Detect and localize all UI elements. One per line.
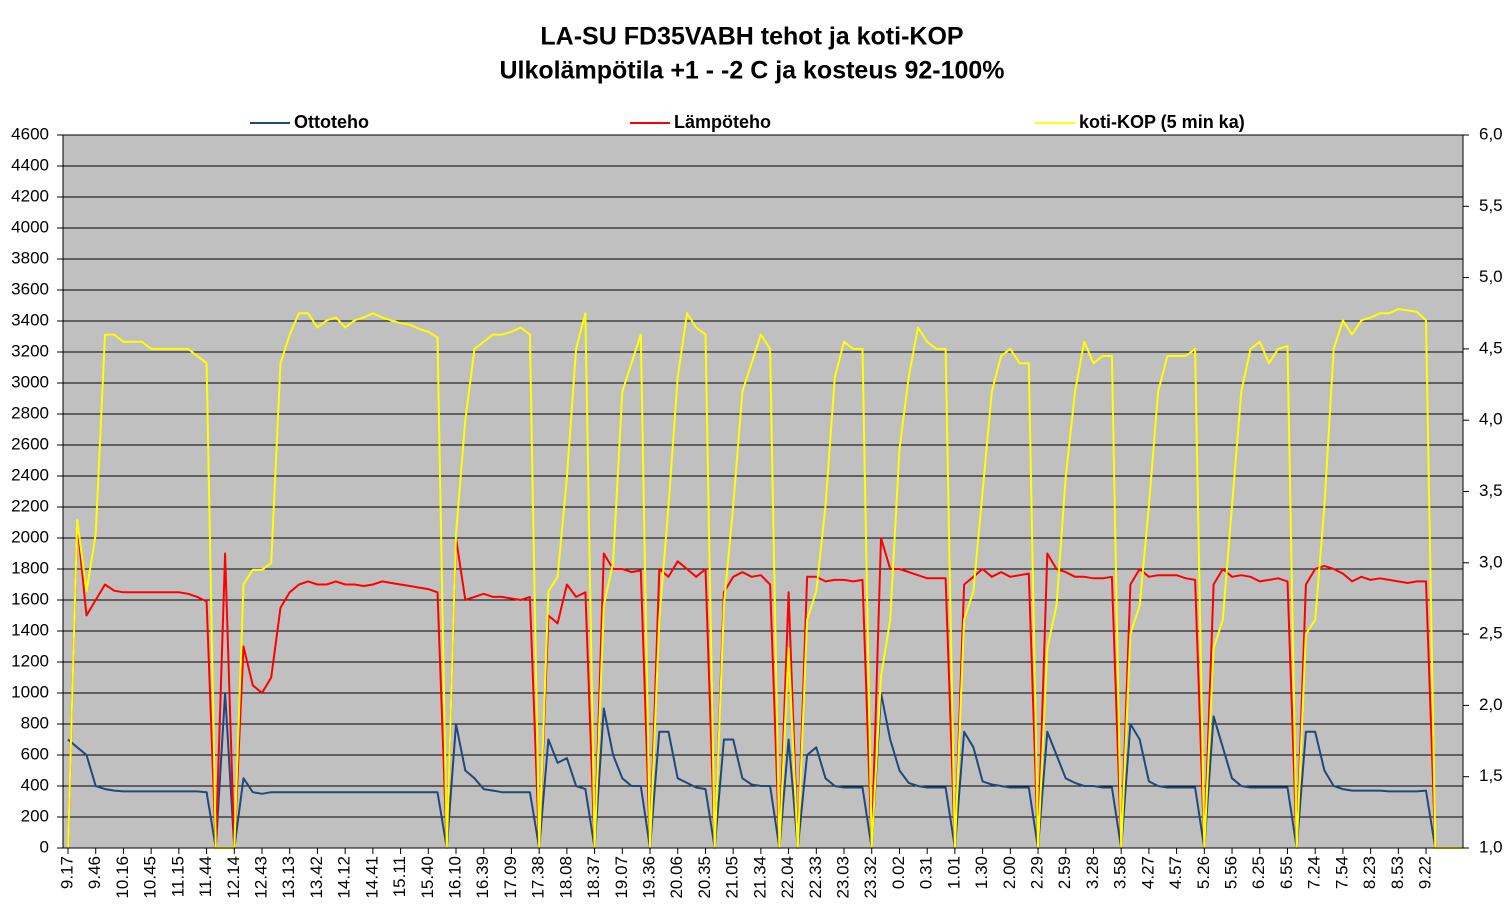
y-tick-label: 800 bbox=[21, 713, 49, 732]
x-tick-label: 2.00 bbox=[1000, 856, 1019, 889]
y-tick-label: 4400 bbox=[11, 155, 49, 174]
x-tick-label: 4.27 bbox=[1138, 856, 1157, 889]
y-tick-label: 400 bbox=[21, 775, 49, 794]
y-tick-label: 4000 bbox=[11, 217, 49, 236]
y-tick-label: 3400 bbox=[11, 310, 49, 329]
y-tick-label: 3000 bbox=[11, 372, 49, 391]
x-tick-label: 8.53 bbox=[1388, 856, 1407, 889]
x-tick-label: 1.30 bbox=[972, 856, 991, 889]
y-tick-label: 600 bbox=[21, 744, 49, 763]
y2-tick-label: 4,0 bbox=[1479, 410, 1503, 429]
series-line bbox=[67, 521, 1463, 849]
x-tick-label: 9.22 bbox=[1416, 856, 1435, 889]
x-tick-label: 0.02 bbox=[889, 856, 908, 889]
x-tick-label: 6.25 bbox=[1249, 856, 1268, 889]
x-tick-label: 7.24 bbox=[1305, 856, 1324, 889]
x-tick-label: 22.33 bbox=[806, 856, 825, 899]
x-tick-label: 17.09 bbox=[501, 856, 520, 899]
y2-tick-label: 3,5 bbox=[1479, 481, 1503, 500]
y2-tick-label: 5,5 bbox=[1479, 196, 1503, 215]
y2-tick-label: 3,0 bbox=[1479, 552, 1503, 571]
x-tick-label: 9.46 bbox=[85, 856, 104, 889]
y2-tick-label: 1,5 bbox=[1479, 766, 1503, 785]
y2-tick-label: 4,5 bbox=[1479, 338, 1503, 357]
y2-tick-label: 6,0 bbox=[1479, 124, 1503, 143]
y-tick-label: 1200 bbox=[11, 651, 49, 670]
x-tick-label: 10.45 bbox=[141, 856, 160, 899]
x-tick-label: 22.04 bbox=[778, 856, 797, 899]
x-tick-label: 5.26 bbox=[1194, 856, 1213, 889]
y-tick-label: 0 bbox=[40, 837, 49, 856]
x-tick-label: 15.11 bbox=[390, 856, 409, 897]
x-tick-label: 19.07 bbox=[612, 856, 631, 899]
x-tick-label: 15.40 bbox=[418, 856, 437, 899]
legend-label: koti-KOP (5 min ka) bbox=[1079, 112, 1245, 132]
x-tick-label: 18.08 bbox=[556, 856, 575, 899]
y-tick-label: 200 bbox=[21, 806, 49, 825]
x-tick-label: 14.12 bbox=[335, 856, 354, 899]
y2-tick-label: 2,0 bbox=[1479, 695, 1503, 714]
x-tick-label: 13.42 bbox=[307, 856, 326, 899]
chart-subtitle: Ulkolämpötila +1 - -2 C ja kosteus 92-10… bbox=[499, 57, 1004, 85]
y-tick-label: 2600 bbox=[11, 434, 49, 453]
x-tick-label: 4.57 bbox=[1166, 856, 1185, 889]
x-tick-label: 9.17 bbox=[57, 856, 76, 889]
y-tick-label: 1000 bbox=[11, 682, 49, 701]
x-tick-label: 2.59 bbox=[1055, 856, 1074, 889]
x-tick-label: 21.05 bbox=[723, 856, 742, 899]
y-tick-label: 1600 bbox=[11, 589, 49, 608]
x-tick-label: 7.54 bbox=[1332, 856, 1351, 889]
y-tick-label: 3800 bbox=[11, 248, 49, 267]
legend-label: Ottoteho bbox=[294, 112, 369, 132]
y-tick-label: 2800 bbox=[11, 403, 49, 422]
y2-tick-label: 1,0 bbox=[1479, 837, 1503, 856]
x-tick-label: 2.29 bbox=[1028, 856, 1047, 889]
x-tick-label: 11.44 bbox=[196, 856, 215, 897]
y-tick-label: 4600 bbox=[11, 124, 49, 143]
y-tick-label: 3200 bbox=[11, 341, 49, 360]
series-line bbox=[67, 308, 1463, 849]
x-tick-label: 23.32 bbox=[861, 856, 880, 899]
y-tick-label: 2000 bbox=[11, 527, 49, 546]
x-tick-label: 11.15 bbox=[168, 856, 187, 897]
x-tick-label: 19.36 bbox=[640, 856, 659, 899]
x-tick-label: 8.23 bbox=[1360, 856, 1379, 889]
y-tick-label: 1800 bbox=[11, 558, 49, 577]
y-tick-label: 3600 bbox=[11, 279, 49, 298]
x-tick-label: 10.16 bbox=[113, 856, 132, 899]
x-tick-label: 18.37 bbox=[584, 856, 603, 899]
x-tick-label: 20.35 bbox=[695, 856, 714, 899]
y-tick-label: 1400 bbox=[11, 620, 49, 639]
x-tick-label: 14.41 bbox=[362, 856, 381, 899]
grid bbox=[63, 134, 1463, 849]
lines bbox=[67, 308, 1463, 849]
x-tick-label: 13.13 bbox=[279, 856, 298, 899]
y2-tick-label: 5,0 bbox=[1479, 267, 1503, 286]
y-tick-label: 4200 bbox=[11, 186, 49, 205]
legend-label: Lämpöteho bbox=[674, 112, 771, 132]
y-tick-label: 2200 bbox=[11, 496, 49, 515]
x-tick-label: 3.58 bbox=[1111, 856, 1130, 889]
x-tick-label: 12.14 bbox=[224, 856, 243, 899]
x-tick-label: 6.55 bbox=[1277, 856, 1296, 889]
x-tick-label: 21.34 bbox=[750, 856, 769, 899]
x-tick-label: 16.39 bbox=[473, 856, 492, 899]
x-tick-label: 16.10 bbox=[445, 856, 464, 899]
axes: 0 200 400 600 800 1000 1200 1400 1600 1800 2000 220… bbox=[11, 124, 1502, 898]
x-tick-label: 12.43 bbox=[251, 856, 270, 899]
chart-title: LA-SU FD35VABH tehot ja koti-KOP bbox=[540, 23, 963, 51]
x-tick-label: 1.01 bbox=[944, 856, 963, 889]
plot-area bbox=[63, 135, 1463, 848]
series-line bbox=[67, 692, 1463, 849]
y2-tick-label: 2,5 bbox=[1479, 624, 1503, 643]
y-tick-label: 2400 bbox=[11, 465, 49, 484]
x-tick-label: 0.31 bbox=[917, 856, 936, 889]
x-tick-label: 3.28 bbox=[1083, 856, 1102, 889]
x-tick-label: 23.03 bbox=[834, 856, 853, 899]
x-tick-label: 20.06 bbox=[667, 856, 686, 899]
x-tick-label: 17.38 bbox=[529, 856, 548, 899]
x-tick-label: 5.56 bbox=[1222, 856, 1241, 889]
